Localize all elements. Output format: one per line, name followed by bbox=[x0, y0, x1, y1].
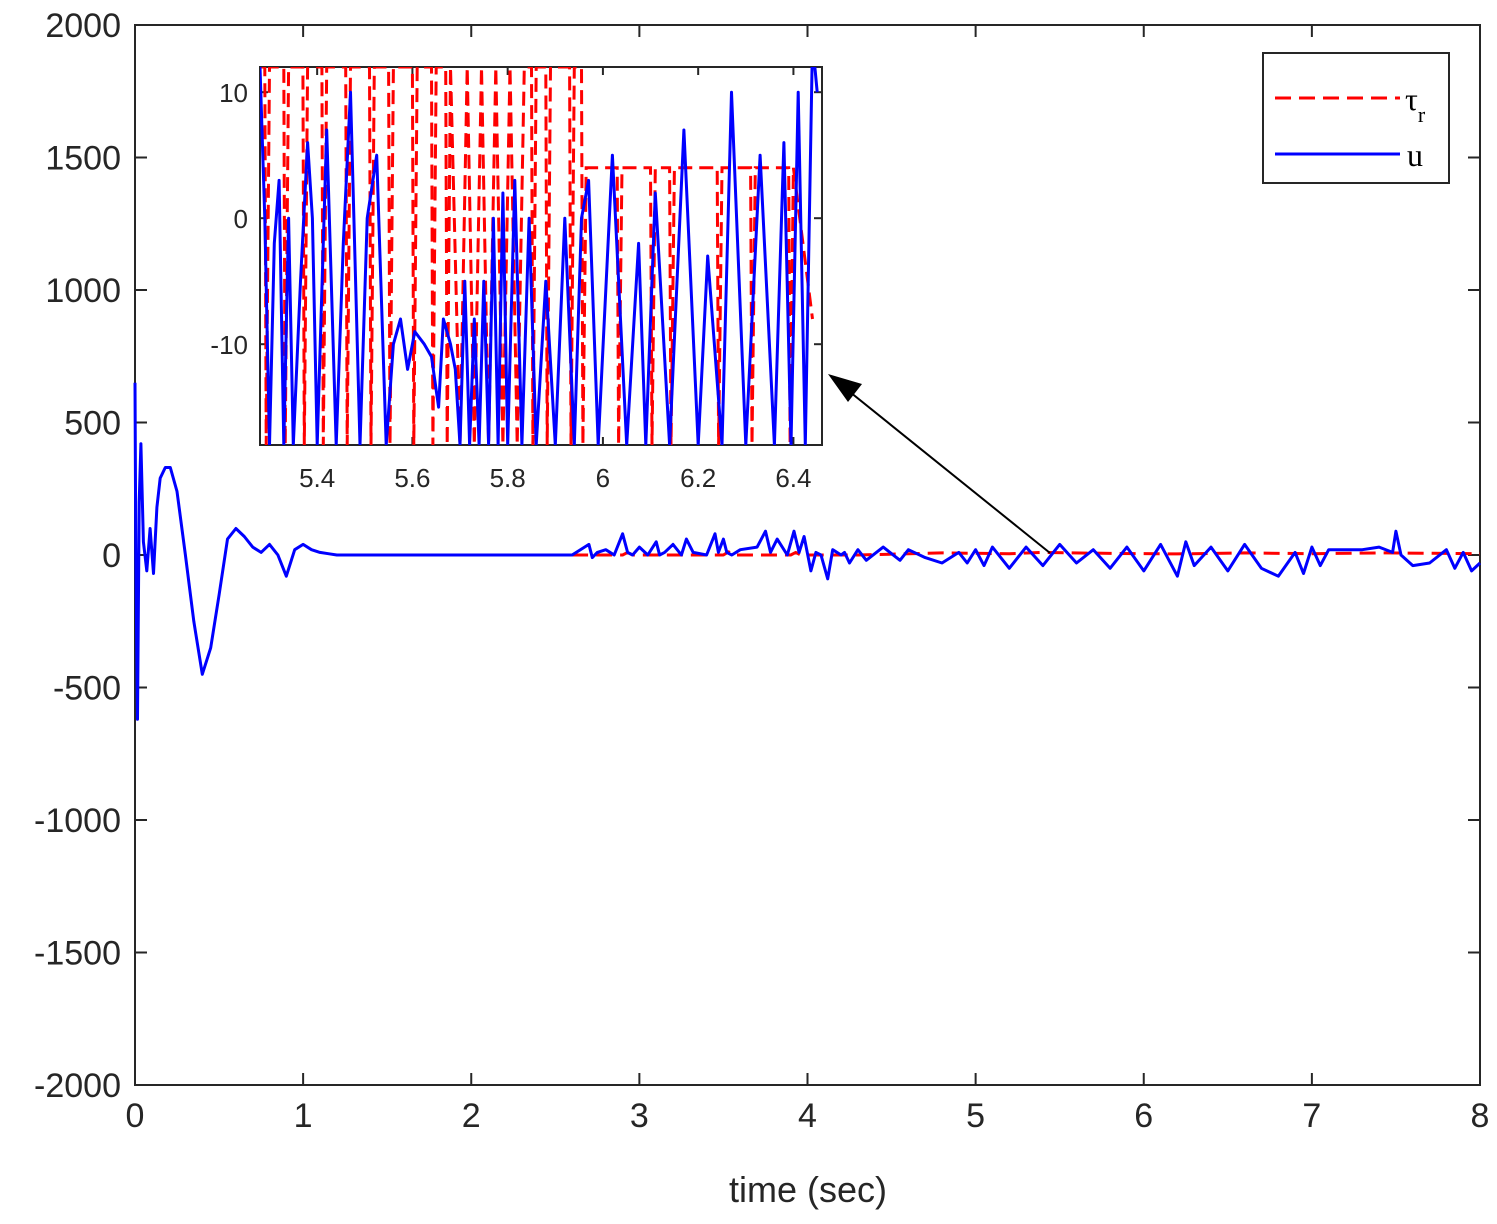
inset-y-tick-label: -10 bbox=[210, 330, 248, 360]
y-tick-label: -1500 bbox=[34, 935, 121, 973]
x-tick-label: 1 bbox=[294, 1097, 313, 1135]
y-tick-label: 2000 bbox=[45, 7, 121, 45]
main-plot-lines bbox=[133, 382, 1482, 721]
x-tick-label: 5 bbox=[966, 1097, 985, 1135]
y-tick-label: 1500 bbox=[45, 140, 121, 178]
main-tick-marks bbox=[134, 24, 1481, 1086]
inset-x-tick-label: 5.8 bbox=[490, 463, 526, 493]
legend: τr u bbox=[1262, 52, 1450, 184]
legend-box bbox=[1262, 52, 1450, 184]
y-tick-label: -500 bbox=[53, 670, 121, 708]
arrow-head bbox=[828, 374, 862, 402]
legend-tau-r-label: τr bbox=[1405, 81, 1426, 127]
arrow-shaft bbox=[844, 387, 1051, 554]
x-tick-label: 0 bbox=[126, 1097, 145, 1135]
y-tick-label: 0 bbox=[102, 537, 121, 575]
inset-tick-marks: 5.4 5.6 5.8 6 6.2 6.4 10 0 -10 bbox=[210, 67, 822, 493]
inset-x-tick-label: 6.4 bbox=[775, 463, 811, 493]
inset-y-tick-label: 10 bbox=[219, 78, 248, 108]
series-line-u bbox=[133, 382, 1482, 721]
legend-tau-symbol: τ bbox=[1405, 81, 1418, 117]
inset-x-tick-label: 6 bbox=[596, 463, 610, 493]
inset-x-tick-label: 5.4 bbox=[299, 463, 335, 493]
legend-tau-subscript: r bbox=[1418, 102, 1426, 127]
inset-x-tick-label: 5.6 bbox=[394, 463, 430, 493]
zoom-arrow bbox=[828, 374, 1051, 554]
inset-y-tick-label: 0 bbox=[234, 204, 248, 234]
series-line-tau-r bbox=[572, 550, 1481, 557]
x-tick-label: 6 bbox=[1134, 1097, 1153, 1135]
inset-series-line-u bbox=[260, 67, 819, 445]
y-tick-label: 500 bbox=[64, 405, 121, 443]
y-tick-label: -1000 bbox=[34, 802, 121, 840]
y-tick-label: -2000 bbox=[34, 1067, 121, 1105]
x-tick-label: 3 bbox=[630, 1097, 649, 1135]
x-axis-label: time (sec) bbox=[729, 1169, 887, 1210]
legend-u-label: u bbox=[1407, 137, 1423, 173]
inset-plot-lines bbox=[260, 67, 819, 445]
x-tick-label: 8 bbox=[1471, 1097, 1490, 1135]
x-tick-label: 4 bbox=[798, 1097, 817, 1135]
y-tick-label: 1000 bbox=[45, 272, 121, 310]
x-tick-label: 7 bbox=[1302, 1097, 1321, 1135]
main-tick-labels: 0 1 2 3 4 5 6 7 8 -2000 -1500 -1000 -500 0 500 1000 1500… bbox=[34, 7, 1489, 1135]
x-tick-label: 2 bbox=[462, 1097, 481, 1135]
inset: 5.4 5.6 5.8 6 6.2 6.4 10 0 -10 bbox=[210, 66, 823, 493]
inset-x-tick-label: 6.2 bbox=[680, 463, 716, 493]
